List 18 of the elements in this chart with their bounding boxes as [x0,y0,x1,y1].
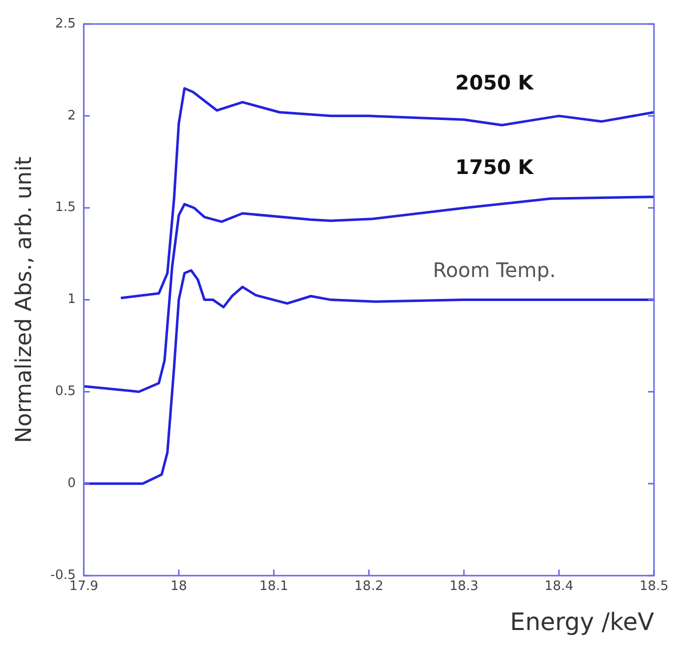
x-tick-label: 18.5 [640,578,668,594]
x-tick-label: 18 [170,578,188,594]
y-axis-title: Normalized Abs., arb. unit [12,156,37,443]
series-label: 1750 K [455,155,535,180]
x-axis-title: Energy /keV [510,608,655,636]
x-tick-label: 18.3 [449,578,478,594]
x-tick-label: 18.4 [544,578,574,594]
series-label: Room Temp. [432,258,556,282]
x-tick-label: 17.9 [69,578,98,594]
series-label: 2050 K [455,70,535,94]
x-tick-label: 18.1 [259,578,288,594]
y-tick-label: 0 [67,476,76,492]
y-tick-label: 2.5 [55,16,76,32]
y-tick-label: 1.5 [55,200,76,216]
y-tick-label: 1 [67,292,76,308]
y-tick-label: 2 [67,108,76,124]
x-tick-label: 18.2 [354,578,384,594]
y-tick-label: 0.5 [55,384,76,400]
